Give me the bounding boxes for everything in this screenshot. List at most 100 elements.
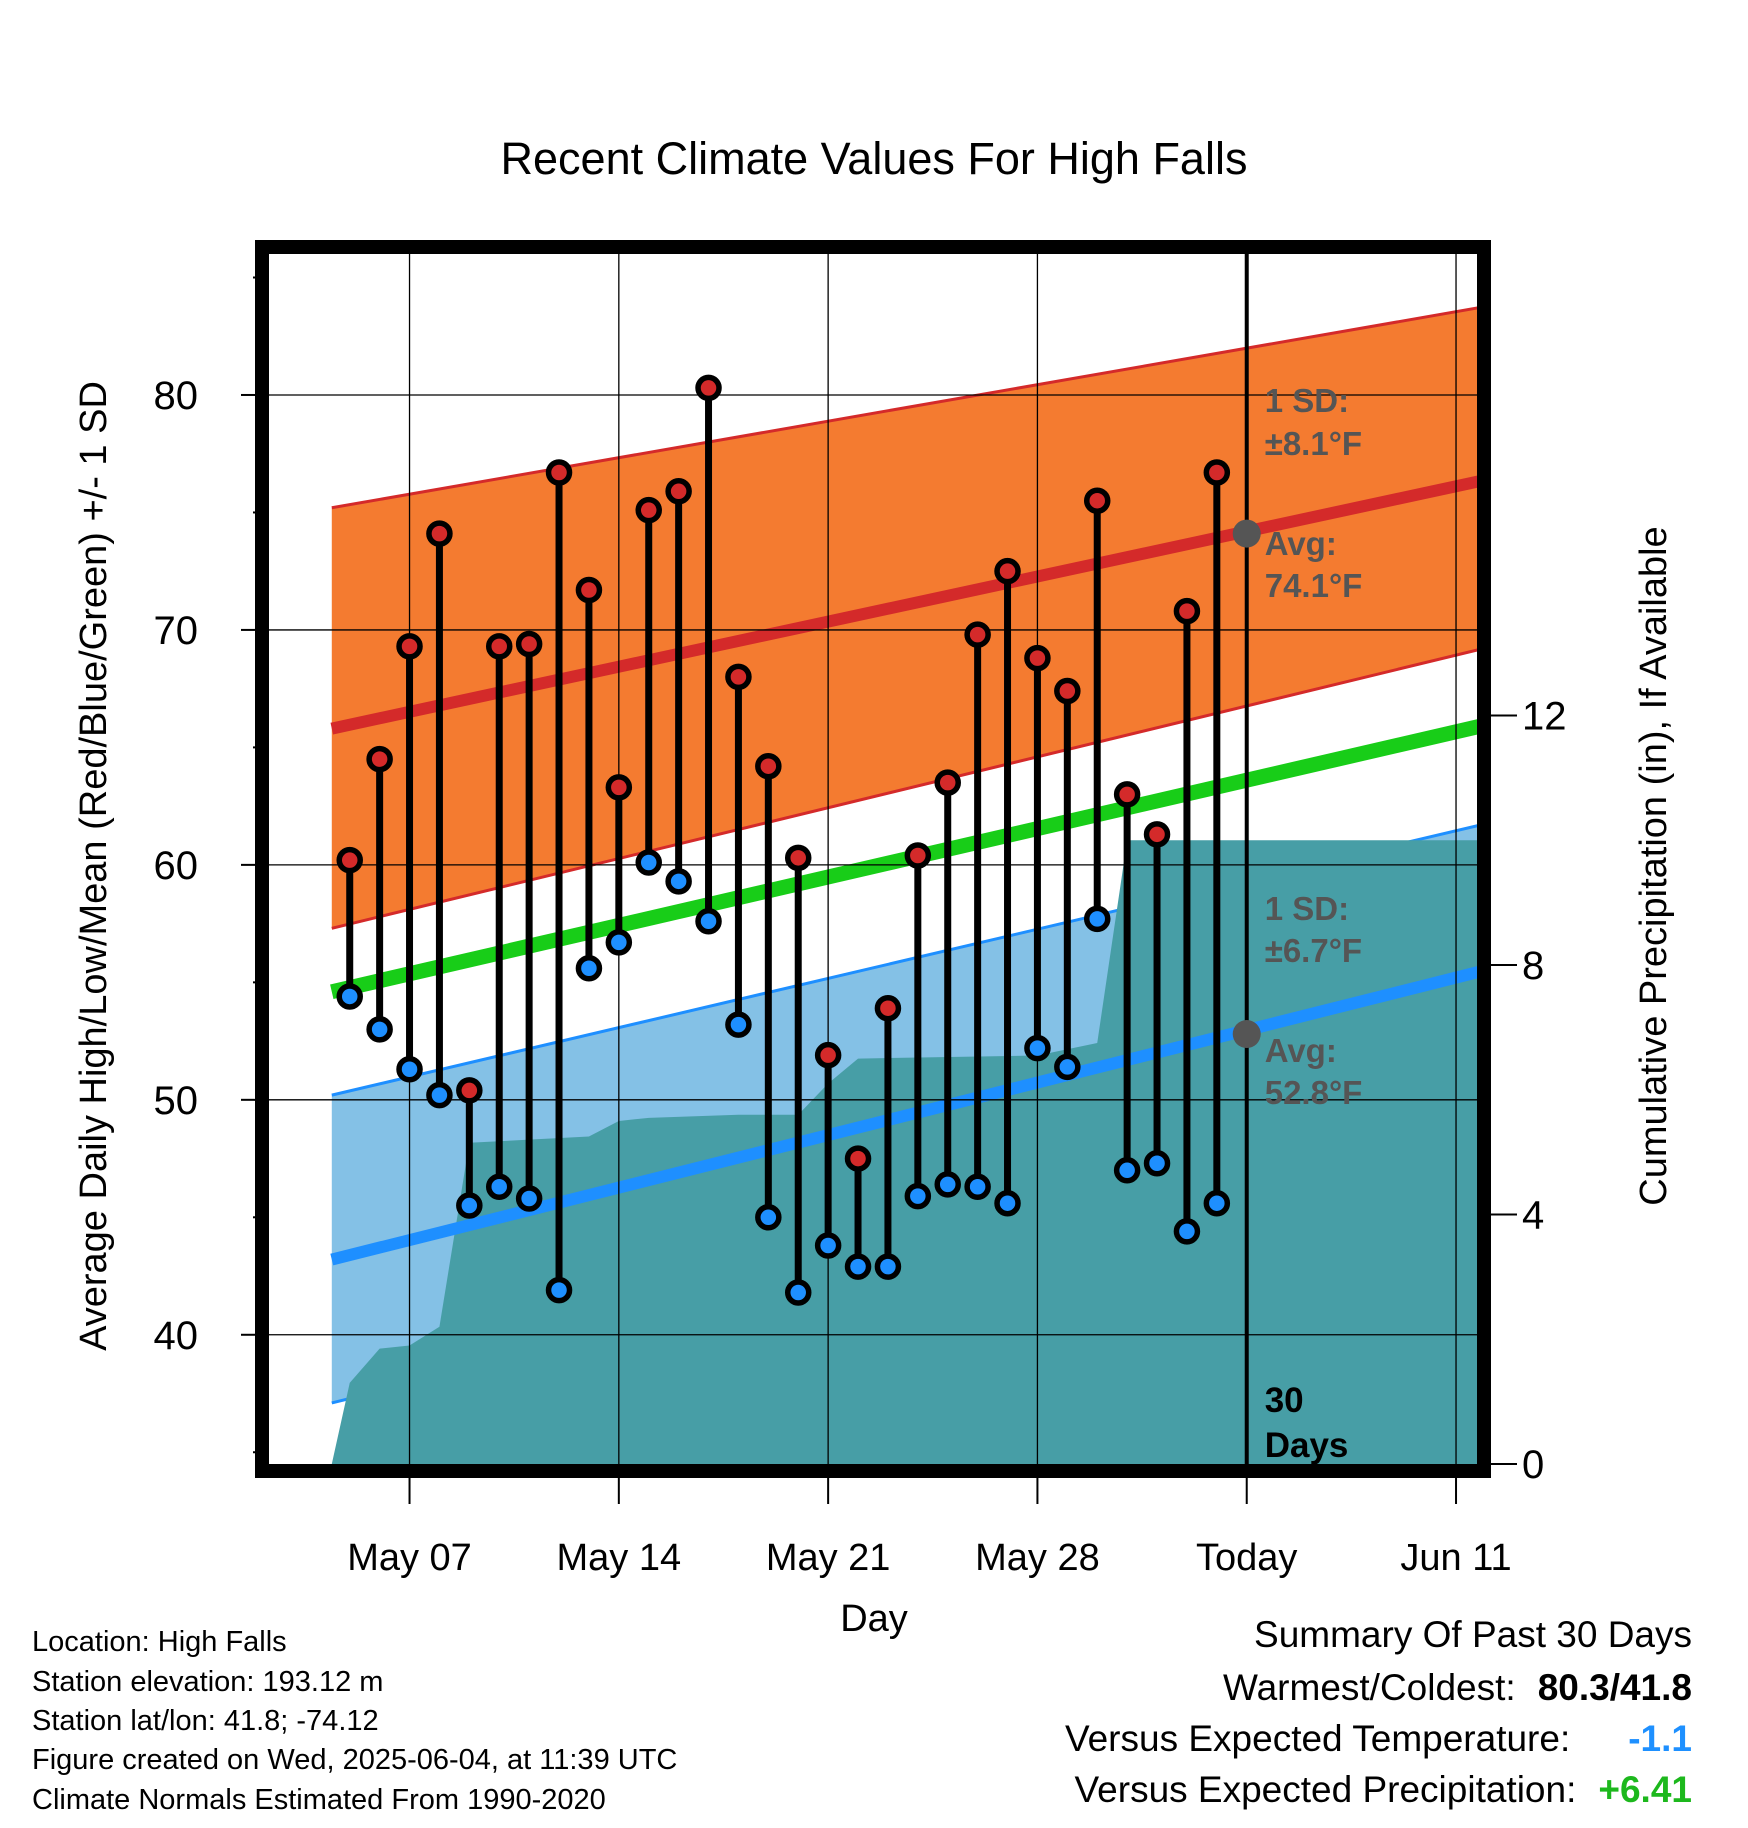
y-axis-label-left: Average Daily High/Low/Mean (Red/Blue/Gr… bbox=[73, 381, 115, 1351]
summary-warmest-value: 80.3/41.8 bbox=[1537, 1667, 1692, 1708]
daily-high-point bbox=[844, 1145, 872, 1172]
y-left-tick-label: 60 bbox=[154, 844, 199, 888]
daily-high-point bbox=[1024, 644, 1051, 672]
summary-temperature-value: -1.1 bbox=[1628, 1718, 1692, 1759]
daily-high-point bbox=[1173, 597, 1201, 625]
daily-high-point bbox=[515, 630, 543, 658]
high-sd-band bbox=[331, 308, 1477, 929]
daily-high-point bbox=[1113, 781, 1141, 808]
high-sd-value: ±8.1°F bbox=[1265, 425, 1362, 462]
high-sd-upper-edge bbox=[331, 306, 1477, 510]
daily-low-point bbox=[575, 955, 603, 982]
x-axis-label: Day bbox=[840, 1598, 908, 1640]
daily-low-point bbox=[426, 1081, 453, 1109]
daily-high-point bbox=[784, 844, 812, 872]
summary-warmest-label: Warmest/Coldest: bbox=[1223, 1667, 1516, 1708]
daily-high-point bbox=[964, 621, 991, 648]
low-sd-label: 1 SD: bbox=[1265, 890, 1349, 927]
chart-title: Recent Climate Values For High Falls bbox=[501, 133, 1248, 184]
y-left-tick-label: 40 bbox=[154, 1314, 199, 1358]
daily-high-point bbox=[874, 994, 902, 1022]
x-tick-label: May 07 bbox=[347, 1537, 472, 1579]
daily-low-point bbox=[605, 929, 633, 956]
daily-low-point bbox=[1143, 1150, 1171, 1177]
daily-low-point bbox=[874, 1253, 902, 1280]
daily-low-point bbox=[366, 1016, 393, 1043]
daily-low-point bbox=[784, 1279, 812, 1306]
daily-low-point bbox=[1083, 905, 1111, 933]
y-right-tick-label: 12 bbox=[1522, 695, 1567, 739]
daily-high-point bbox=[994, 557, 1021, 585]
daily-low-point bbox=[1173, 1218, 1201, 1245]
daily-low-point bbox=[665, 868, 692, 895]
summary-title: Summary Of Past 30 Days bbox=[1254, 1616, 1692, 1653]
daily-low-point bbox=[934, 1171, 961, 1198]
footer-created: Figure created on Wed, 2025-06-04, at 11… bbox=[32, 1744, 678, 1776]
summary-temperature-row: Versus Expected Temperature: -1.1 bbox=[1065, 1720, 1692, 1757]
daily-high-point bbox=[755, 752, 782, 780]
daily-low-point bbox=[755, 1204, 782, 1231]
daily-high-point bbox=[485, 633, 513, 660]
daily-high-point bbox=[904, 842, 932, 869]
daily-low-point bbox=[1054, 1053, 1081, 1081]
daily-low-point bbox=[904, 1182, 932, 1210]
daily-high-point bbox=[1143, 821, 1171, 848]
plot-content: 1 SD: ±8.1°F Avg: 74.1°F 1 SD: ±6.7°F Avg: 52.8… bbox=[154, 240, 1567, 1579]
daily-low-point bbox=[1113, 1157, 1141, 1184]
x-tick-label: May 21 bbox=[766, 1537, 891, 1579]
daily-low-point bbox=[725, 1011, 752, 1038]
daily-low-point bbox=[515, 1185, 543, 1212]
daily-high-point bbox=[336, 846, 363, 874]
daily-low-point bbox=[635, 849, 662, 876]
daily-high-point bbox=[426, 520, 453, 547]
daily-high-point bbox=[635, 496, 662, 524]
daily-high-point bbox=[575, 576, 603, 604]
daily-low-point bbox=[396, 1056, 423, 1083]
high-avg-label: Avg: bbox=[1265, 525, 1337, 562]
daily-low-point bbox=[814, 1232, 842, 1259]
daily-high-point bbox=[725, 663, 752, 691]
daily-high-point bbox=[1054, 677, 1081, 705]
daily-high-point bbox=[366, 745, 393, 773]
low-avg-label: Avg: bbox=[1265, 1032, 1337, 1069]
summary-precipitation-value: +6.41 bbox=[1598, 1769, 1692, 1810]
y-axis-label-right: Cumulative Precipitation (in), If Availa… bbox=[1633, 526, 1675, 1205]
daily-high-point bbox=[1083, 487, 1111, 514]
y-right-tick-label: 0 bbox=[1522, 1443, 1544, 1487]
days-label-text: Days bbox=[1265, 1426, 1349, 1465]
plot-frame bbox=[255, 240, 1491, 1478]
daily-low-point bbox=[485, 1173, 513, 1201]
daily-low-point bbox=[994, 1189, 1021, 1217]
daily-low-point bbox=[1024, 1034, 1051, 1062]
daily-high-point bbox=[665, 478, 692, 505]
daily-high-point bbox=[1203, 459, 1231, 486]
daily-low-point bbox=[1203, 1189, 1231, 1217]
low-avg-value: 52.8°F bbox=[1265, 1074, 1363, 1111]
precipitation-area bbox=[331, 840, 1477, 1464]
footer-normals: Climate Normals Estimated From 1990-2020 bbox=[32, 1784, 606, 1816]
high-sd-label: 1 SD: bbox=[1265, 382, 1349, 419]
summary-precipitation-label: Versus Expected Precipitation: bbox=[1074, 1769, 1577, 1810]
summary-temperature-label: Versus Expected Temperature: bbox=[1064, 1718, 1571, 1759]
summary-warmest-row: Warmest/Coldest: 80.3/41.8 bbox=[1223, 1669, 1692, 1706]
footer-elevation: Station elevation: 193.12 m bbox=[32, 1666, 384, 1698]
daily-high-point bbox=[605, 774, 633, 801]
daily-low-point bbox=[336, 983, 363, 1010]
daily-low-point bbox=[456, 1192, 483, 1219]
y-left-tick-label: 80 bbox=[154, 374, 199, 418]
daily-high-point bbox=[456, 1077, 483, 1104]
today-high-avg-marker bbox=[1232, 519, 1261, 548]
daily-high-point bbox=[396, 633, 423, 660]
daily-high-point bbox=[934, 769, 961, 796]
y-left-tick-label: 70 bbox=[154, 609, 199, 653]
daily-low-point bbox=[695, 908, 722, 935]
days-label-number: 30 bbox=[1265, 1381, 1304, 1420]
low-sd-value: ±6.7°F bbox=[1265, 932, 1362, 969]
daily-high-point bbox=[545, 459, 573, 486]
x-tick-label: Today bbox=[1196, 1537, 1297, 1579]
summary-title-text: Summary Of Past 30 Days bbox=[1254, 1614, 1692, 1655]
summary-precipitation-row: Versus Expected Precipitation: +6.41 bbox=[1075, 1771, 1692, 1808]
daily-high-point bbox=[814, 1041, 842, 1069]
daily-low-point bbox=[844, 1253, 872, 1280]
daily-low-point bbox=[545, 1276, 573, 1304]
